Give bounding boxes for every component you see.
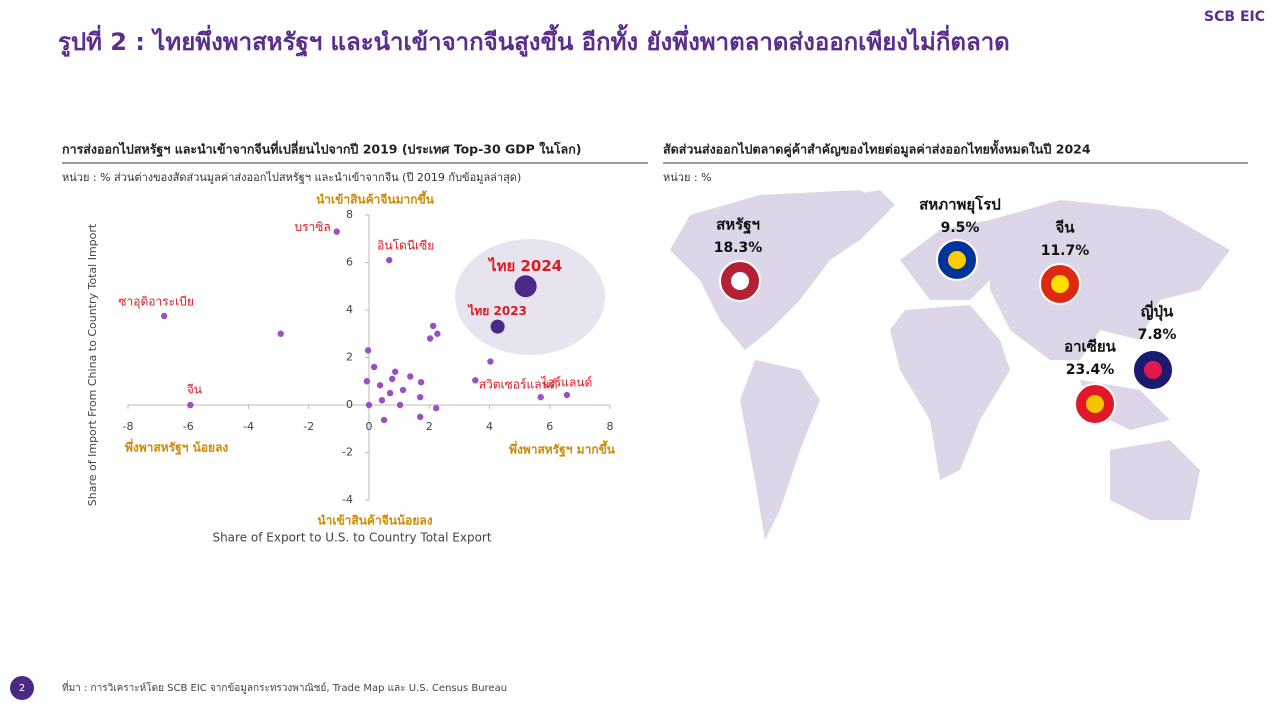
market-name: จีน	[1055, 219, 1075, 237]
scatter-point	[407, 373, 414, 380]
scatter-point	[514, 275, 537, 298]
point-label: บราซิล	[294, 220, 330, 234]
market-name: ญี่ปุ่น	[1141, 301, 1174, 322]
x-tick-label: 4	[486, 420, 493, 433]
quadrant-annotation: นำเข้าสินค้าจีนน้อยลง	[317, 514, 432, 528]
scatter-point	[434, 330, 441, 337]
scatter-point	[429, 322, 437, 330]
scatter-point	[563, 391, 571, 399]
scatter-point	[417, 379, 425, 386]
chart-subtitle: หน่วย : % ส่วนต่างของสัดส่วนมูลค่าส่งออก…	[62, 171, 521, 184]
scatter-point	[386, 389, 394, 397]
page-number: 2	[19, 683, 25, 694]
scatter-point	[364, 347, 372, 354]
market-share: 18.3%	[714, 240, 763, 256]
scatter-point	[160, 312, 168, 320]
scatter-point	[426, 335, 434, 342]
y-tick-label: 8	[346, 208, 353, 221]
x-tick-label: -8	[123, 420, 134, 433]
x-axis-label: Share of Export to U.S. to Country Total…	[212, 531, 491, 545]
world-map	[670, 190, 1230, 540]
chart-title: การส่งออกไปสหรัฐฯ และนำเข้าจากจีนที่เปลี…	[62, 141, 582, 158]
point-label: อินโดนีเซีย	[377, 239, 434, 253]
y-tick-label: 2	[346, 351, 353, 364]
point-label: ไทย 2024	[487, 256, 562, 275]
market-share: 23.4%	[1066, 362, 1115, 378]
brand: SCB EIC	[1204, 9, 1265, 25]
flag-emblem	[1051, 275, 1069, 293]
market-share: 11.7%	[1041, 243, 1090, 259]
scatter-point	[365, 401, 373, 409]
map-unit: หน่วย : %	[663, 171, 712, 184]
slide-title: รูปที่ 2 : ไทยพึ่งพาสหรัฐฯ และนำเข้าจากจ…	[58, 23, 1010, 58]
point-label: ซาอุดิอาระเบีย	[118, 294, 193, 309]
scatter-point	[376, 382, 384, 389]
x-tick-label: -4	[243, 420, 254, 433]
market-name: อาเซียน	[1064, 338, 1117, 356]
x-tick-label: -6	[183, 420, 194, 433]
flag-emblem	[948, 251, 966, 269]
point-label: สวิตเซอร์แลนด์	[479, 378, 558, 392]
point-label: จีน	[187, 383, 202, 397]
quadrant-annotation: พึ่งพาสหรัฐฯ มากขึ้น	[509, 440, 616, 458]
source-note: ที่มา : การวิเคราะห์โดย SCB EIC จากข้อมู…	[62, 680, 507, 694]
scatter-point	[277, 330, 284, 337]
scatter-point	[385, 256, 393, 264]
y-tick-label: -2	[342, 446, 353, 459]
scatter-point	[396, 401, 404, 409]
x-tick-label: 6	[546, 420, 553, 433]
quadrant-annotation: พึ่งพาสหรัฐฯ น้อยลง	[125, 439, 228, 456]
scatter-point	[537, 393, 544, 401]
scatter-point	[399, 386, 407, 394]
scatter-point	[417, 393, 424, 401]
scatter-point	[432, 404, 440, 412]
flag-emblem	[731, 272, 749, 290]
page-badge	[10, 676, 34, 700]
scatter-point	[370, 363, 378, 371]
x-tick-label: 8	[607, 420, 614, 433]
scatter-point	[487, 358, 494, 365]
market-name: สหภาพยุโรป	[919, 195, 1001, 215]
y-tick-label: 0	[346, 398, 353, 411]
flag-emblem	[1086, 395, 1104, 413]
quadrant-annotation: นำเข้าสินค้าจีนมากขึ้น	[316, 190, 435, 207]
scatter-point	[187, 401, 194, 409]
market-share: 7.8%	[1138, 327, 1177, 343]
scatter-point	[363, 378, 371, 385]
y-tick-label: 6	[346, 256, 353, 269]
point-label: ไทย 2023	[466, 303, 527, 318]
scatter-point	[490, 319, 505, 334]
x-tick-label: 0	[366, 420, 373, 433]
scatter-point	[392, 368, 399, 375]
market-share: 9.5%	[941, 220, 980, 236]
scatter-point	[378, 397, 386, 404]
x-tick-label: 2	[426, 420, 433, 433]
x-tick-label: -2	[303, 420, 314, 433]
scatter-point	[388, 375, 396, 383]
scatter-point	[417, 413, 424, 421]
y-axis-label: Share of Import From China to Country To…	[86, 223, 99, 506]
point-label: ไอร์แลนด์	[541, 376, 593, 390]
market-name: สหรัฐฯ	[716, 216, 760, 235]
scatter-point	[380, 416, 388, 424]
map-title: สัดส่วนส่งออกไปตลาดคู่ค้าสำคัญของไทยต่อม…	[663, 140, 1091, 158]
y-tick-label: -4	[342, 493, 353, 506]
flag-emblem	[1144, 361, 1162, 379]
scatter-point	[333, 228, 340, 235]
scatter-point	[472, 377, 479, 384]
y-tick-label: 4	[346, 303, 353, 316]
